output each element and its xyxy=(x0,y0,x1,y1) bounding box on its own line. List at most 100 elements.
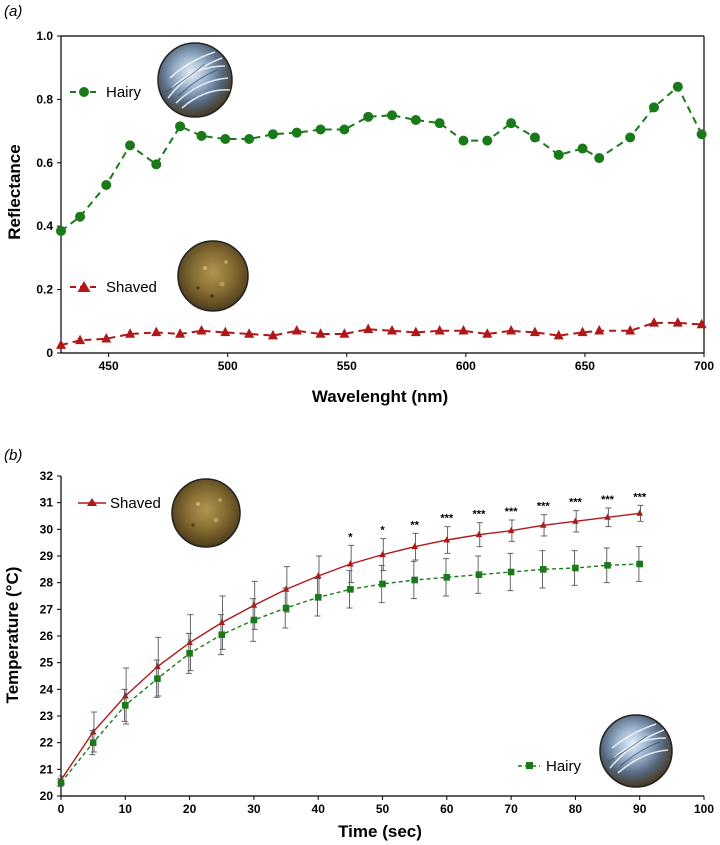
hairy-data-point xyxy=(57,779,65,786)
hairy-data-point xyxy=(539,566,547,573)
x-tick-label: 70 xyxy=(504,802,518,816)
y-tick-label: 24 xyxy=(40,682,54,696)
shaved-data-point xyxy=(529,326,540,337)
significance-marker: *** xyxy=(569,497,583,509)
significance-marker: *** xyxy=(473,509,487,521)
shaved-data-point xyxy=(267,329,278,340)
shaved-data-point xyxy=(572,517,579,524)
shaved-series-line xyxy=(60,512,640,781)
x-tick-label: 550 xyxy=(337,359,357,373)
hairy-data-point xyxy=(89,739,97,746)
y-axis-title-b: Temperature (°C) xyxy=(3,567,22,704)
shaved-data-point xyxy=(443,536,451,543)
hairy-skin-photo-b xyxy=(599,714,673,788)
x-tick-label: 60 xyxy=(440,802,454,816)
hairy-data-point xyxy=(267,129,278,140)
hairy-data-point xyxy=(250,616,258,624)
shaved-skin-photo-b xyxy=(171,478,241,548)
x-tick-label: 100 xyxy=(694,802,714,816)
y-tick-label: 0.6 xyxy=(36,156,53,170)
significance-marker: ** xyxy=(410,519,419,531)
legend-shaved-marker-a xyxy=(77,281,91,292)
hairy-data-point xyxy=(410,115,421,126)
hairy-data-point xyxy=(434,118,445,129)
hairy-series-line xyxy=(60,563,640,784)
y-tick-label: 1.0 xyxy=(36,29,53,43)
x-tick-label: 700 xyxy=(694,359,714,373)
x-axis-title-b: Time (sec) xyxy=(338,822,422,841)
shaved-data-point xyxy=(125,328,136,338)
y-tick-label: 22 xyxy=(40,736,54,750)
shaved-data-point xyxy=(434,325,445,335)
y-tick-label: 29 xyxy=(40,549,54,563)
shaved-data-point xyxy=(696,318,707,329)
hairy-data-point xyxy=(151,159,162,170)
significance-marker: *** xyxy=(537,501,551,513)
shaved-data-point xyxy=(506,325,517,335)
shaved-data-point xyxy=(648,317,659,327)
hairy-data-point xyxy=(101,179,112,190)
shaved-data-point xyxy=(475,530,483,538)
shaved-data-point xyxy=(244,328,255,338)
shaved-data-point xyxy=(410,326,421,337)
legend-shaved-a: Shaved xyxy=(70,279,157,296)
shaved-data-point xyxy=(553,329,564,340)
hairy-data-point xyxy=(443,574,451,581)
legend-hairy-label-b: Hairy xyxy=(546,758,582,775)
hairy-data-point xyxy=(154,675,161,682)
legend-shaved-b: Shaved xyxy=(78,495,161,512)
hairy-data-point xyxy=(482,135,493,146)
hairy-skin-photo-a xyxy=(157,42,233,118)
y-tick-label: 26 xyxy=(40,629,54,643)
hairy-data-point xyxy=(475,571,483,578)
significance-marker: *** xyxy=(633,491,647,503)
hairy-data-point xyxy=(339,124,350,135)
x-tick-label: 80 xyxy=(569,802,583,816)
hairy-data-point xyxy=(314,594,322,601)
shaved-data-point xyxy=(315,328,326,338)
shaved-data-point xyxy=(89,728,97,735)
hairy-data-point xyxy=(75,211,86,222)
shaved-data-point xyxy=(282,585,290,592)
shaved-data-point xyxy=(604,513,611,520)
x-tick-label: 20 xyxy=(183,802,197,816)
hairy-data-point xyxy=(577,143,588,154)
shaved-data-point xyxy=(347,560,354,567)
significance-marker: *** xyxy=(505,506,519,518)
hairy-data-point xyxy=(648,102,659,113)
hairy-data-point xyxy=(672,81,683,92)
shaved-data-point xyxy=(363,323,374,333)
shaved-data-point xyxy=(411,542,418,550)
shaved-data-point xyxy=(577,326,588,337)
x-tick-label: 50 xyxy=(376,802,390,816)
panel-label-b: (b) xyxy=(4,447,22,464)
x-tick-label: 0 xyxy=(58,802,65,816)
y-tick-label: 21 xyxy=(40,762,54,776)
x-axis-title-a: Wavelenght (nm) xyxy=(312,387,448,406)
x-tick-label: 30 xyxy=(247,802,261,816)
shaved-data-point xyxy=(594,325,605,335)
shaved-data-point xyxy=(379,550,386,558)
temperature-chart: 0 10 20 30 40 50 60 70 80 90 100 20 21 22 23 24 25 26 27 28… xyxy=(40,469,715,816)
legend-shaved-label-a: Shaved xyxy=(106,279,157,296)
hairy-data-point xyxy=(56,225,66,236)
hairy-data-point xyxy=(506,118,517,129)
hairy-data-point xyxy=(636,560,643,568)
hairy-data-point xyxy=(625,132,636,143)
x-tick-label: 650 xyxy=(575,359,595,373)
x-tick-label: 90 xyxy=(633,802,647,816)
significance-marker: *** xyxy=(440,513,454,525)
y-tick-label: 0.4 xyxy=(36,219,53,233)
hairy-data-point xyxy=(315,124,326,135)
shaved-data-point xyxy=(218,618,226,626)
shaved-data-point xyxy=(122,692,129,699)
hairy-data-point xyxy=(122,702,129,709)
y-tick-label: 27 xyxy=(40,602,54,616)
shaved-data-point xyxy=(291,325,302,335)
shaved-skin-photo-a xyxy=(177,240,249,312)
significance-marker: *** xyxy=(601,494,615,506)
hairy-data-point xyxy=(696,129,707,140)
legend-hairy-label-a: Hairy xyxy=(106,84,142,101)
shaved-data-point xyxy=(339,328,350,338)
hairy-data-point xyxy=(244,134,255,145)
